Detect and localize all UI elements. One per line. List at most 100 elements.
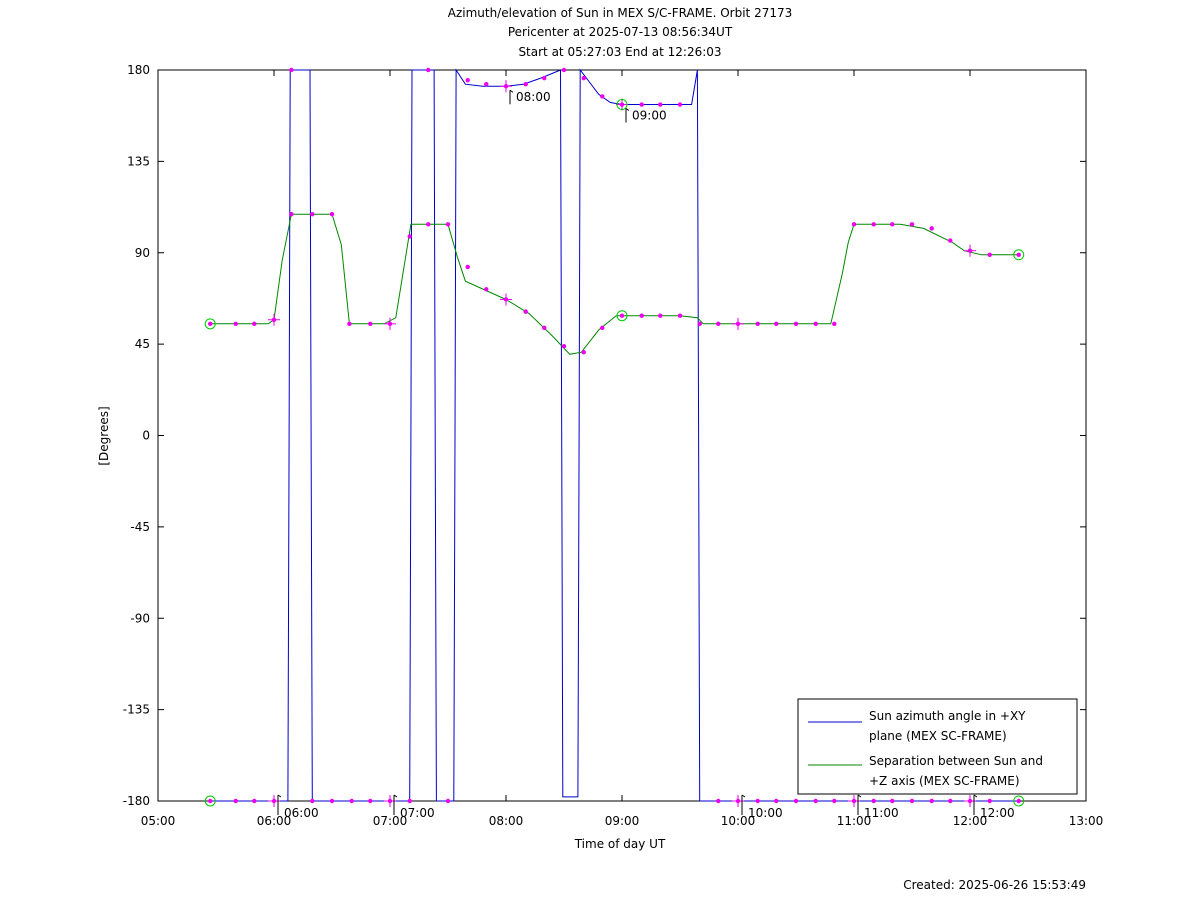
data-point-marker: [208, 321, 213, 327]
legend-label-azimuth-1: Sun azimuth angle in +XY: [869, 709, 1026, 723]
data-point-marker: [445, 798, 451, 804]
x-tick-label: 10:00: [721, 814, 756, 828]
start-end-marker: [616, 99, 628, 111]
annotation-label: 10:00: [748, 806, 783, 820]
y-tick-label: -180: [123, 794, 150, 808]
annotation-label: 06:00: [284, 806, 319, 820]
y-tick-label: 90: [135, 246, 150, 260]
data-point-marker: [716, 321, 721, 327]
series-lines: [210, 68, 1019, 802]
data-point-marker: [716, 798, 721, 804]
data-point-marker: [407, 234, 412, 239]
data-point-marker: [677, 313, 683, 318]
hour-cross-marker: [268, 313, 280, 326]
annotation-label: 09:00: [632, 109, 667, 123]
data-point-marker: [426, 67, 431, 73]
x-tick-label: 05:00: [141, 814, 176, 828]
data-point-marker: [813, 321, 818, 327]
data-point-marker: [1016, 798, 1021, 804]
data-point-marker: [639, 102, 644, 107]
title-line-orbit: Azimuth/elevation of Sun in MEX S/C-FRAM…: [448, 6, 793, 20]
y-tick-label: 180: [127, 63, 150, 77]
data-point-marker: [793, 798, 799, 804]
data-point-marker: [774, 798, 779, 804]
time-annotation: 12:00: [973, 794, 1015, 820]
annotation-label: 07:00: [400, 806, 435, 820]
start-end-marker: [204, 795, 216, 807]
y-axis-label: [Degrees]: [97, 406, 111, 465]
hour-cross-marker: [732, 317, 744, 330]
chart-title: Azimuth/elevation of Sun in MEX S/C-FRAM…: [448, 6, 793, 59]
data-point-marker: [871, 222, 876, 227]
data-point-marker: [329, 211, 335, 217]
legend-label-separation-2: +Z axis (MEX SC-FRAME): [869, 774, 1020, 788]
data-point-marker: [542, 75, 547, 81]
data-point-marker: [349, 798, 354, 804]
data-point-marker: [929, 798, 934, 804]
start-end-marker: [1013, 249, 1025, 261]
plot-frame: [157, 69, 1087, 802]
series-line-azimuth: [210, 68, 1019, 802]
y-tick-label: -90: [130, 611, 150, 625]
data-point-marker: [871, 798, 876, 804]
data-markers: [204, 67, 1025, 807]
data-point-marker: [619, 313, 625, 318]
y-tick-label: 135: [127, 154, 150, 168]
data-point-marker: [851, 222, 857, 227]
data-point-marker: [639, 313, 644, 318]
x-tick-label: 07:00: [373, 814, 408, 828]
data-point-marker: [445, 222, 451, 227]
data-point-marker: [581, 75, 586, 81]
data-point-marker: [561, 343, 567, 349]
data-point-marker: [948, 798, 953, 804]
data-point-marker: [832, 798, 837, 804]
data-point-marker: [233, 321, 238, 327]
data-point-marker: [407, 798, 412, 804]
start-end-marker: [1013, 795, 1025, 807]
annotation-label: 12:00: [980, 806, 1015, 820]
data-point-marker: [561, 67, 567, 73]
data-point-marker: [252, 321, 257, 327]
x-tick-label: 13:00: [1069, 814, 1104, 828]
time-annotation: 09:00: [625, 108, 667, 123]
series-line-separation: [210, 213, 1019, 355]
data-point-marker: [890, 798, 895, 804]
data-point-marker: [208, 798, 213, 804]
data-point-marker: [252, 798, 257, 804]
axis-ticks: [157, 69, 1087, 802]
start-end-marker: [204, 318, 216, 330]
data-point-marker: [368, 798, 373, 804]
data-point-marker: [929, 226, 934, 231]
data-point-marker: [697, 321, 702, 327]
data-point-marker: [347, 321, 352, 327]
hour-cross-marker: [964, 244, 976, 257]
hour-cross-marker: [616, 98, 628, 111]
data-point-marker: [987, 252, 992, 257]
time-annotation: 11:00: [857, 794, 899, 820]
data-point-marker: [523, 309, 528, 314]
data-point-marker: [890, 222, 895, 227]
data-point-marker: [465, 77, 470, 83]
legend-label-separation-1: Separation between Sun and: [869, 754, 1043, 768]
data-point-marker: [909, 798, 915, 804]
legend-box: [797, 698, 1078, 795]
data-point-marker: [465, 264, 470, 270]
data-point-marker: [755, 798, 760, 804]
data-point-marker: [542, 325, 547, 331]
data-point-marker: [948, 238, 953, 243]
data-point-marker: [600, 94, 605, 99]
data-point-marker: [658, 102, 663, 107]
data-point-marker: [658, 313, 663, 318]
x-axis-label: Time of day UT: [574, 837, 666, 851]
data-point-marker: [484, 82, 489, 87]
data-point-marker: [310, 798, 315, 804]
y-tick-label: 0: [142, 429, 150, 443]
data-point-marker: [233, 798, 238, 804]
data-point-marker: [426, 222, 431, 227]
x-tick-label: 11:00: [837, 814, 872, 828]
time-annotation: 06:00: [277, 794, 319, 820]
data-point-marker: [484, 287, 489, 292]
data-point-marker: [1016, 252, 1021, 257]
data-point-marker: [987, 798, 992, 804]
